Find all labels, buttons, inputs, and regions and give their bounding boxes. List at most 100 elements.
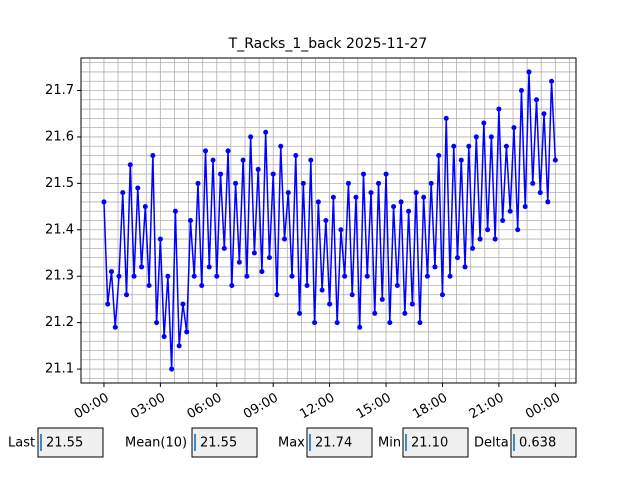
point [511,125,517,131]
point [169,366,175,372]
point [184,329,190,335]
point [391,204,397,210]
point [443,115,449,121]
point [406,208,412,214]
point [240,157,246,163]
point [150,153,156,158]
stat-value: 21.55 [46,436,83,451]
point [507,208,513,214]
point [458,157,464,163]
point [323,218,329,223]
point [534,97,540,103]
point [312,320,318,326]
point [338,227,344,233]
point [549,78,555,84]
point [259,269,265,275]
point [424,273,430,279]
stat-value: 0.638 [519,436,556,451]
point [124,292,130,298]
plot-frame [80,57,577,384]
point [180,301,186,307]
point [387,320,393,326]
point [297,310,303,316]
y-tick-label: 21.2 [45,315,74,330]
x-tick-label: 06:00 [185,391,225,423]
point [154,320,160,326]
point [281,236,287,242]
point [161,334,167,340]
point [191,273,197,279]
point [112,324,118,330]
point [530,180,536,186]
point [248,134,254,140]
stat-field [37,427,104,458]
point [357,324,363,330]
point [278,143,284,149]
point [105,301,111,307]
x-tick-label: 18:00 [410,391,450,423]
y-tick-label: 21.6 [45,129,74,144]
point [537,190,543,196]
stat-field [402,427,469,458]
point [455,255,461,261]
point [394,283,400,288]
point [270,171,276,177]
x-tick-label: 03:00 [128,391,168,423]
point [368,190,374,196]
point [376,180,382,186]
point [383,171,389,177]
point [221,245,227,251]
point [195,180,201,186]
point [421,194,427,200]
point [451,143,457,149]
chart-title: T_Racks_1_back 2025-11-27 [228,36,428,52]
x-tick-label: 00:00 [72,391,112,423]
point [266,255,272,261]
point [214,273,220,279]
y-tick-label: 21.5 [45,176,74,191]
point [409,301,415,307]
point [304,283,310,288]
point [353,194,359,200]
point [120,190,126,196]
point [439,292,445,298]
point [206,264,212,270]
stat-value: 21.74 [315,436,352,451]
point [127,162,133,168]
x-tick-label: 15:00 [354,391,394,423]
point [447,273,453,279]
stat-value: 21.10 [411,436,448,451]
point [360,171,366,177]
point [289,273,295,279]
point [492,236,498,242]
x-tick-label: 09:00 [241,391,281,423]
point [349,292,355,298]
y-tick-label: 21.4 [45,222,74,237]
stat-label: Min [378,436,401,451]
point [402,310,408,316]
point [319,287,325,293]
point [500,218,506,223]
point [436,153,442,158]
point [342,273,348,279]
x-tick-label: 21:00 [467,391,507,423]
stat-field [510,427,577,458]
point [139,264,145,270]
point [503,143,509,149]
point [541,111,547,117]
point [432,264,438,270]
point [172,208,178,214]
point [225,148,231,154]
point [364,273,370,279]
point [135,185,141,191]
point [552,157,558,163]
point [255,166,261,172]
point [157,236,163,242]
point [485,227,491,233]
point [379,296,385,302]
point [518,88,524,93]
point [345,180,351,186]
point [522,204,528,210]
point [417,320,423,326]
point [218,171,224,177]
